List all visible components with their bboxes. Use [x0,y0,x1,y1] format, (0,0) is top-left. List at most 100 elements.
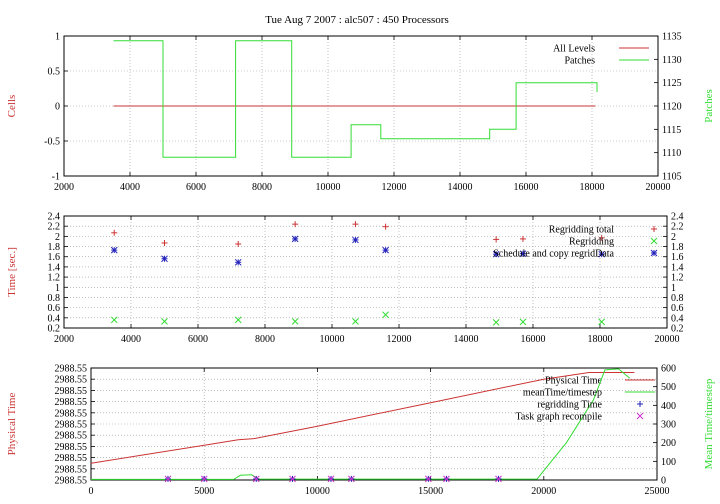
y-tick-label: -1 [52,172,60,183]
x-tick-label: 4000 [121,334,141,345]
y2-tick-label: 2.2 [671,222,684,233]
schedule-and-copy-regriddata-point [492,250,500,258]
y2-tick-label: 1.6 [671,252,684,263]
schedule-and-copy-regriddata-point [110,246,118,254]
plot-frame [63,215,668,329]
plot-frame [90,367,658,481]
regridding-point [519,318,527,326]
regridding-total-point [493,236,500,243]
y-tick-label: 1.2 [48,273,61,284]
regridding-point [492,319,500,326]
y2-tick-label: 1.2 [671,273,684,284]
y2-tick-label: 2 [671,232,676,243]
schedule-and-copy-regriddata-point [598,250,606,258]
y-tick-label: 0 [55,102,60,113]
legend-marker [650,249,658,257]
y-tick-label: 1.8 [48,242,61,253]
regridding-total-point [292,221,299,228]
y-tick-label: 1.6 [48,252,61,263]
x-tick-label: 18000 [588,334,613,345]
regridding-point [110,316,118,324]
task-graph-recompile-point [289,475,296,483]
y2-tick-label: 1105 [662,172,682,183]
x-tick-label: 12000 [382,182,407,193]
legend-marker [637,401,643,407]
legend-label: Regridding total [549,225,614,236]
x-tick-label: 2000 [54,334,74,345]
x-tick-label: 20000 [646,182,671,193]
regridding-point [598,318,606,326]
plot-frame [63,35,659,177]
y-tick-label: 2 [55,232,60,243]
regridding-total-point [111,229,118,236]
x-tick-label: 10000 [305,486,330,497]
y2-tick-label: 0.8 [671,293,684,304]
legend-label: Physical Time [545,376,603,387]
schedule-and-copy-regriddata-point [352,236,359,244]
y2-tick-label: 600 [661,364,676,375]
y-tick-label: 2988.55 [55,476,88,487]
x-tick-label: 18000 [580,182,605,193]
y2-tick-label: 400 [661,401,676,412]
y2-tick-label: 300 [661,420,676,431]
task-graph-recompile-point [327,475,335,483]
y-tick-label: 1 [55,283,60,294]
y2-tick-label: 1.8 [671,242,684,253]
y2-tick-label: 1135 [662,32,682,43]
task-graph-recompile-point [424,475,432,483]
y-tick-label: 0.8 [48,293,61,304]
regridding-total-point [161,239,168,246]
legend-label: Regridding [569,237,614,248]
y-tick-label: 2988.55 [55,375,88,386]
regridding-total-point [352,221,359,228]
legend-label: Patches [564,56,595,67]
x-tick-label: 20000 [655,334,680,345]
task-graph-recompile-point [348,475,355,483]
x-tick-label: 2000 [54,182,74,193]
legend-marker [636,412,644,420]
y2-tick-label: 1130 [662,55,682,66]
y-tick-label: 2988.55 [55,408,88,419]
y-tick-label: 2.4 [48,212,61,223]
y2-tick-label: 0 [661,476,666,487]
x-tick-label: 4000 [120,182,140,193]
x-tick-label: 15000 [418,486,443,497]
schedule-and-copy-regriddata-point [161,255,168,263]
y2-tick-label: 100 [661,457,676,468]
legend-label: All Levels [553,44,595,55]
legend-label: Task graph recompile [516,412,603,423]
x-tick-label: 10000 [320,334,345,345]
legend-label: meanTime/timestep [523,388,602,399]
y-tick-label: 2988.55 [55,464,88,475]
task-graph-recompile-point [443,475,450,483]
task-graph-recompile-point [200,475,208,483]
y-tick-label: 1.4 [48,262,61,273]
x-tick-label: 5000 [194,486,214,497]
x-tick-label: 6000 [186,182,206,193]
task-graph-recompile-point [495,475,502,483]
y2-tick-label: 0.4 [671,313,684,324]
regridding-point [291,318,299,325]
schedule-and-copy-regriddata-point [234,258,242,266]
x-tick-label: 12000 [387,334,412,345]
x-tick-label: 25000 [645,486,670,497]
x-tick-label: 14000 [454,334,479,345]
y-tick-label: 2988.55 [55,453,88,464]
y2-tick-label: 1 [671,283,676,294]
regridding-point [382,311,389,319]
y-tick-label: 2988.55 [55,386,88,397]
y-tick-label: 0.6 [48,303,61,314]
x-tick-label: 10000 [316,182,341,193]
regridding-total-point [598,234,605,241]
legend-label: Schedule and copy regridData [493,249,614,260]
physical-time-line [90,372,635,464]
y2-axis-label: Mean Time/timestep [703,378,715,469]
regridding-point [352,318,359,325]
regridding-total-point [235,241,242,247]
legend-label: regridding Time [537,400,602,411]
x-tick-label: 0 [89,486,94,497]
regridding-total-point [382,223,389,230]
y-tick-label: 0.5 [48,67,61,78]
x-tick-label: 16000 [521,334,546,345]
y-axis-label: Time [sec.] [6,247,18,297]
